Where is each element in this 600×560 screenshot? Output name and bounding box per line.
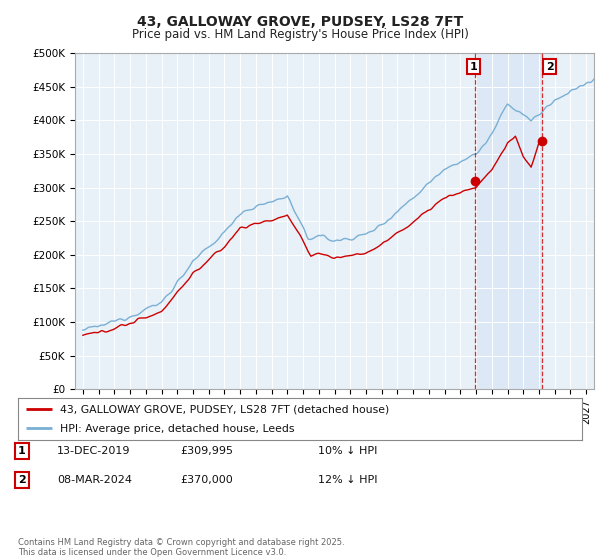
Text: Price paid vs. HM Land Registry's House Price Index (HPI): Price paid vs. HM Land Registry's House …: [131, 28, 469, 41]
Text: 13-DEC-2019: 13-DEC-2019: [57, 446, 131, 456]
Text: Contains HM Land Registry data © Crown copyright and database right 2025.
This d: Contains HM Land Registry data © Crown c…: [18, 538, 344, 557]
Text: 08-MAR-2024: 08-MAR-2024: [57, 475, 132, 485]
Bar: [475, 53, 542, 389]
Text: £370,000: £370,000: [180, 475, 233, 485]
Text: HPI: Average price, detached house, Leeds: HPI: Average price, detached house, Leed…: [60, 424, 295, 433]
Text: 10% ↓ HPI: 10% ↓ HPI: [318, 446, 377, 456]
Text: 1: 1: [470, 62, 478, 72]
Text: 1: 1: [18, 446, 26, 456]
Text: 12% ↓ HPI: 12% ↓ HPI: [318, 475, 377, 485]
Text: 43, GALLOWAY GROVE, PUDSEY, LS28 7FT: 43, GALLOWAY GROVE, PUDSEY, LS28 7FT: [137, 15, 463, 29]
Text: 43, GALLOWAY GROVE, PUDSEY, LS28 7FT (detached house): 43, GALLOWAY GROVE, PUDSEY, LS28 7FT (de…: [60, 404, 389, 414]
Text: 2: 2: [18, 475, 26, 485]
Text: £309,995: £309,995: [180, 446, 233, 456]
Text: 2: 2: [546, 62, 554, 72]
